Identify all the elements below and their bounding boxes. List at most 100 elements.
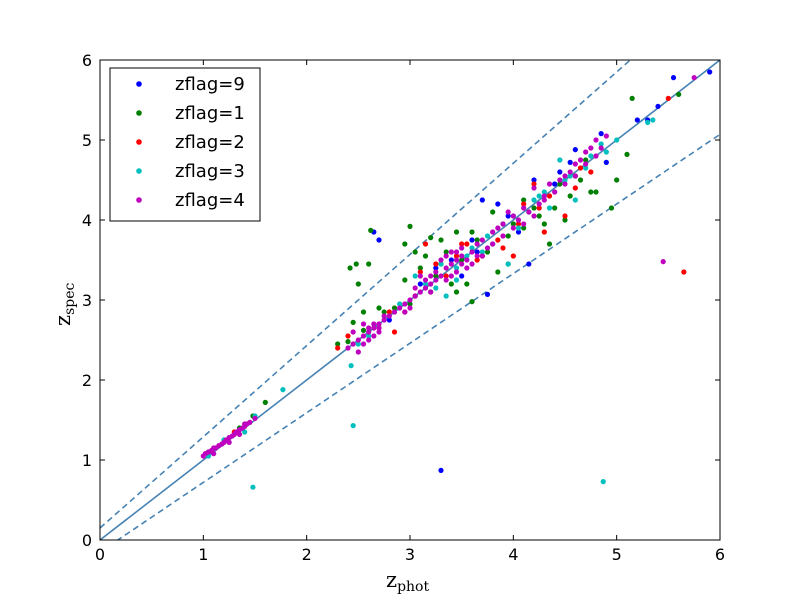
data-point-series-0 — [417, 281, 423, 287]
y-axis-label-sub: spec — [62, 282, 78, 314]
data-point-series-0 — [495, 201, 501, 207]
data-point-series-3 — [603, 149, 609, 155]
data-point-series-4 — [438, 273, 444, 279]
legend: zflag=9 zflag=1 zflag=2 zflag=3 zflag=4 — [109, 67, 261, 222]
data-point-series-1 — [583, 157, 589, 163]
data-point-series-0 — [433, 265, 439, 271]
data-point-series-2 — [495, 237, 501, 243]
y-tick-label: 6 — [82, 51, 92, 70]
data-point-series-0 — [474, 249, 480, 255]
data-point-series-3 — [355, 341, 361, 347]
data-point-series-1 — [443, 249, 449, 255]
data-point-series-4 — [531, 213, 537, 219]
data-point-series-4 — [376, 325, 382, 331]
data-point-series-2 — [422, 241, 429, 247]
data-point-series-4 — [515, 217, 522, 223]
data-point-series-4 — [546, 181, 553, 187]
data-point-series-4 — [417, 289, 423, 295]
reference-line-upper-bound — [100, 60, 632, 529]
legend-marker — [136, 168, 142, 174]
data-point-series-1 — [469, 299, 475, 305]
data-point-series-2 — [536, 205, 542, 211]
data-point-series-0 — [386, 317, 392, 323]
data-point-series-1 — [402, 241, 408, 247]
data-point-series-3 — [484, 233, 491, 239]
data-point-series-1 — [541, 221, 547, 227]
x-tick-label: 2 — [302, 545, 312, 564]
data-point-series-4 — [453, 269, 460, 275]
data-point-series-0 — [505, 213, 511, 219]
y-axis-label-main: z — [51, 315, 75, 326]
data-point-series-4 — [407, 305, 413, 311]
data-point-series-4 — [593, 137, 599, 143]
data-point-series-4 — [381, 313, 387, 319]
data-point-series-3 — [515, 225, 522, 231]
data-point-series-4 — [211, 451, 217, 457]
y-tick-label: 1 — [82, 451, 92, 470]
legend-marker — [136, 81, 142, 87]
data-point-series-2 — [572, 185, 578, 191]
data-point-series-1 — [350, 319, 356, 325]
data-point-series-1 — [428, 235, 434, 241]
data-point-series-4 — [391, 309, 398, 315]
data-point-series-3 — [562, 177, 568, 183]
data-point-series-1 — [360, 327, 367, 333]
data-point-series-2 — [577, 165, 584, 171]
legend-label: zflag=3 — [175, 161, 245, 182]
data-point-series-0 — [459, 273, 465, 279]
x-tick-label: 1 — [198, 545, 208, 564]
data-point-series-4 — [464, 265, 470, 271]
data-point-series-3 — [453, 277, 460, 283]
data-point-series-3 — [422, 281, 429, 287]
data-point-series-4 — [505, 209, 511, 215]
data-point-series-4 — [510, 213, 516, 219]
data-point-series-3 — [469, 245, 475, 251]
data-point-series-1 — [521, 197, 527, 203]
data-point-series-2 — [531, 181, 537, 187]
data-point-series-3 — [598, 141, 604, 147]
data-point-series-2 — [391, 329, 398, 335]
data-point-series-4 — [541, 193, 547, 199]
data-point-series-4 — [428, 273, 434, 279]
data-point-series-1 — [474, 237, 480, 243]
data-point-series-3 — [557, 157, 563, 163]
data-point-series-2 — [546, 193, 553, 199]
data-point-series-4 — [422, 285, 429, 291]
data-point-series-0 — [448, 257, 454, 263]
data-point-series-2 — [459, 241, 465, 247]
data-point-series-4 — [577, 157, 584, 163]
data-point-series-4 — [366, 337, 372, 343]
data-point-series-0 — [598, 131, 604, 137]
data-point-series-4 — [448, 261, 454, 267]
data-point-series-3 — [250, 484, 256, 490]
data-point-series-1 — [464, 281, 470, 287]
data-point-series-4 — [479, 253, 485, 259]
data-point-series-4 — [345, 345, 351, 351]
data-point-series-4 — [459, 253, 465, 259]
data-point-series-2 — [464, 241, 470, 247]
data-point-series-4 — [660, 259, 666, 265]
x-tick-label: 0 — [95, 545, 105, 564]
data-point-series-3 — [650, 117, 656, 123]
data-point-series-4 — [443, 265, 449, 271]
data-point-series-3 — [531, 197, 537, 203]
data-point-series-4 — [572, 161, 578, 167]
data-point-series-4 — [691, 75, 697, 81]
data-point-series-3 — [280, 387, 286, 393]
data-point-series-4 — [376, 321, 382, 327]
y-tick-label: 4 — [82, 211, 92, 230]
data-point-series-4 — [474, 241, 480, 247]
data-point-series-4 — [598, 145, 604, 151]
data-point-series-4 — [490, 229, 496, 235]
data-point-series-2 — [588, 169, 594, 175]
legend-marker — [136, 197, 142, 203]
y-tick-label: 5 — [82, 131, 92, 150]
data-point-series-4 — [381, 317, 387, 323]
data-point-series-0 — [376, 237, 382, 243]
data-point-series-4 — [495, 225, 501, 231]
data-point-series-0 — [552, 181, 558, 187]
data-point-series-0 — [634, 117, 640, 123]
data-point-series-2 — [443, 273, 449, 279]
data-point-series-0 — [655, 103, 661, 109]
data-point-series-4 — [459, 245, 465, 251]
